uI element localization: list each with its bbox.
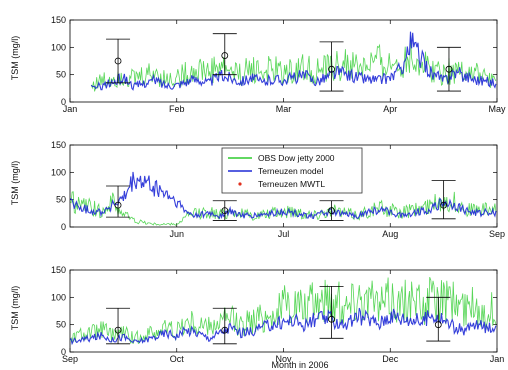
x-tick-label: Aug	[382, 229, 398, 239]
y-tick-label: 150	[51, 265, 66, 275]
y-tick-label: 100	[51, 42, 66, 52]
mwtl-errorbar	[212, 33, 237, 76]
x-tick-label: Dec	[382, 354, 399, 364]
x-tick-label: Mar	[276, 104, 292, 114]
x-tick-label: Jul	[278, 229, 290, 239]
mwtl-errorbar	[319, 285, 344, 339]
mwtl-errorbar	[212, 200, 237, 221]
model-series-line	[90, 31, 497, 91]
panel-1-ylabel: TSM (mg/l)	[10, 36, 20, 81]
mwtl-point	[114, 326, 122, 334]
model-series-line	[70, 307, 497, 346]
x-tick-label: May	[488, 104, 506, 114]
mwtl-errorbar	[106, 38, 131, 84]
plot-area-3: 0 50 100 150 Sep Oct Nov Dec Jan	[51, 265, 504, 364]
series-group-1	[90, 31, 497, 92]
panel-sep-jan: 0 50 100 150 Sep Oct Nov Dec Jan TSM (mg/l) Mont…	[10, 265, 504, 370]
legend-label-obs: OBS Dow jetty 2000	[258, 153, 335, 163]
y-tick-label: 50	[56, 70, 66, 80]
panel-2-ylabel: TSM (mg/l)	[10, 161, 20, 206]
y-tick-label: 50	[56, 320, 66, 330]
y-tick-label: 150	[51, 15, 66, 25]
mwtl-point	[114, 201, 122, 209]
x-tick-label: Sep	[62, 354, 78, 364]
panel-jan-may: 0 50 100 150 Jan Feb Mar Apr May TSM (mg/l)	[10, 15, 506, 114]
mwtl-errorbar	[319, 200, 344, 221]
panel-3-ylabel: TSM (mg/l)	[10, 286, 20, 331]
plot-area-1: 0 50 100 150 Jan Feb Mar Apr May	[51, 15, 506, 114]
panel-may-sep: 0 50 100 150 Jun Jul Aug Sep TSM (mg/l)	[10, 140, 505, 239]
mwtl-point	[221, 207, 229, 215]
mwtl-errorbar	[431, 180, 456, 220]
y-tick-label: 100	[51, 167, 66, 177]
mwtl-errorbar	[426, 296, 451, 342]
x-tick-label: Jun	[169, 229, 184, 239]
y-tick-label: 0	[61, 97, 66, 107]
mwtl-errorbar	[212, 307, 237, 345]
x-tick-label: Jan	[490, 354, 505, 364]
series-group-2	[70, 171, 497, 226]
mwtl-point	[440, 201, 448, 209]
x-tick-label: Sep	[489, 229, 505, 239]
legend-label-mwtl: Terneuzen MWTL	[258, 179, 325, 189]
y-tick-label: 150	[51, 140, 66, 150]
legend: OBS Dow jetty 2000 Terneuzen model Terne…	[221, 147, 363, 194]
x-tick-label: Jan	[63, 104, 78, 114]
mwtl-errorbar	[106, 307, 131, 345]
x-tick-label: Nov	[275, 354, 292, 364]
obs-series-line	[90, 35, 497, 92]
legend-swatch-mwtl	[238, 182, 242, 186]
mwtl-errorbar	[106, 185, 131, 218]
y-tick-label: 50	[56, 195, 66, 205]
panel-3-xlabel: Month in 2006	[271, 360, 328, 370]
mwtl-point	[328, 207, 335, 215]
obs-series-line	[70, 276, 497, 345]
mwtl-point	[221, 52, 229, 59]
y-tick-label: 100	[51, 292, 66, 302]
mwtl-point	[445, 65, 453, 73]
x-tick-label: Feb	[169, 104, 185, 114]
plot-area-2: 0 50 100 150 Jun Jul Aug Sep	[51, 140, 505, 239]
model-series-line	[70, 171, 497, 220]
mwtl-point	[434, 321, 442, 329]
x-tick-label: Oct	[170, 354, 185, 364]
legend-label-model: Terneuzen model	[258, 166, 323, 176]
mwtl-errorbar	[319, 41, 344, 92]
mwtl-point	[221, 326, 229, 334]
mwtl-point	[114, 57, 122, 65]
series-group-3	[70, 276, 497, 346]
y-tick-label: 0	[61, 222, 66, 232]
y-tick-label: 0	[61, 347, 66, 357]
mwtl-point	[328, 315, 335, 323]
x-tick-label: Apr	[383, 104, 397, 114]
mwtl-point	[328, 65, 335, 73]
mwtl-errorbar	[436, 46, 461, 92]
